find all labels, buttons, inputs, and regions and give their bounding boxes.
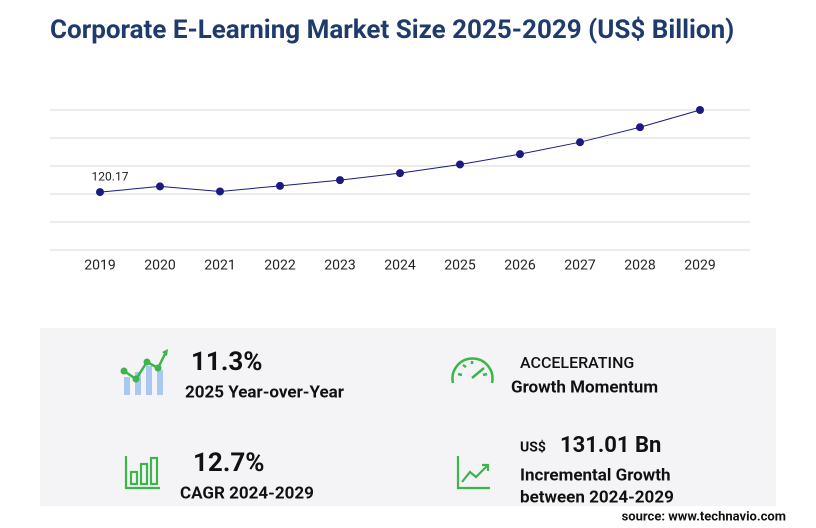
point <box>336 176 344 185</box>
stat-label: between 2024-2029 <box>520 487 674 507</box>
icon-cagr <box>124 456 160 490</box>
stat-label: Incremental Growth <box>520 465 671 485</box>
x-tick-label: 2020 <box>144 258 176 274</box>
point <box>276 181 284 190</box>
point <box>636 123 644 132</box>
x-tick-label: 2027 <box>564 258 596 274</box>
point <box>696 106 704 114</box>
icon-growth <box>456 456 490 490</box>
plot: 2019 2020 2021 2022 2023 2024 2025 2026 2027 2028… <box>50 106 750 274</box>
point <box>396 169 404 178</box>
point <box>96 188 104 197</box>
stat-label: Growth Momentum <box>511 377 658 397</box>
line <box>99 109 701 193</box>
stat-value: 131.01 Bn <box>560 433 661 458</box>
stat-value: ACCELERATING <box>520 353 634 372</box>
x-tick-label: 2025 <box>444 258 476 274</box>
x-tick-label: 2029 <box>684 258 715 274</box>
x-tick-label: 2026 <box>504 258 536 274</box>
x-tick-label: 2021 <box>204 258 235 274</box>
stat-value: 12.7% <box>193 448 265 478</box>
stat-label: CAGR 2024-2029 <box>180 483 314 503</box>
point <box>456 160 464 169</box>
x-tick-label: 2028 <box>624 258 656 274</box>
icon-yoy <box>120 349 168 395</box>
data-label: 120.17 <box>92 169 129 183</box>
point <box>576 138 584 147</box>
stat-label: 2025 Year-over-Year <box>185 382 345 402</box>
point <box>516 150 524 159</box>
x-tick-label: 2019 <box>84 258 115 274</box>
icon-gauge <box>451 357 494 384</box>
x-tick-label: 2023 <box>324 258 355 274</box>
source: source: www.technavio.com <box>622 509 786 524</box>
point <box>156 182 164 191</box>
x-tick-label: 2022 <box>264 258 296 274</box>
stat-prefix: US$ <box>520 439 546 456</box>
x-tick-label: 2024 <box>384 258 416 274</box>
point <box>216 187 224 196</box>
stat-value: 11.3% <box>191 347 263 377</box>
chart-title: Corporate E-Learning Market Size 2025-20… <box>50 15 734 45</box>
